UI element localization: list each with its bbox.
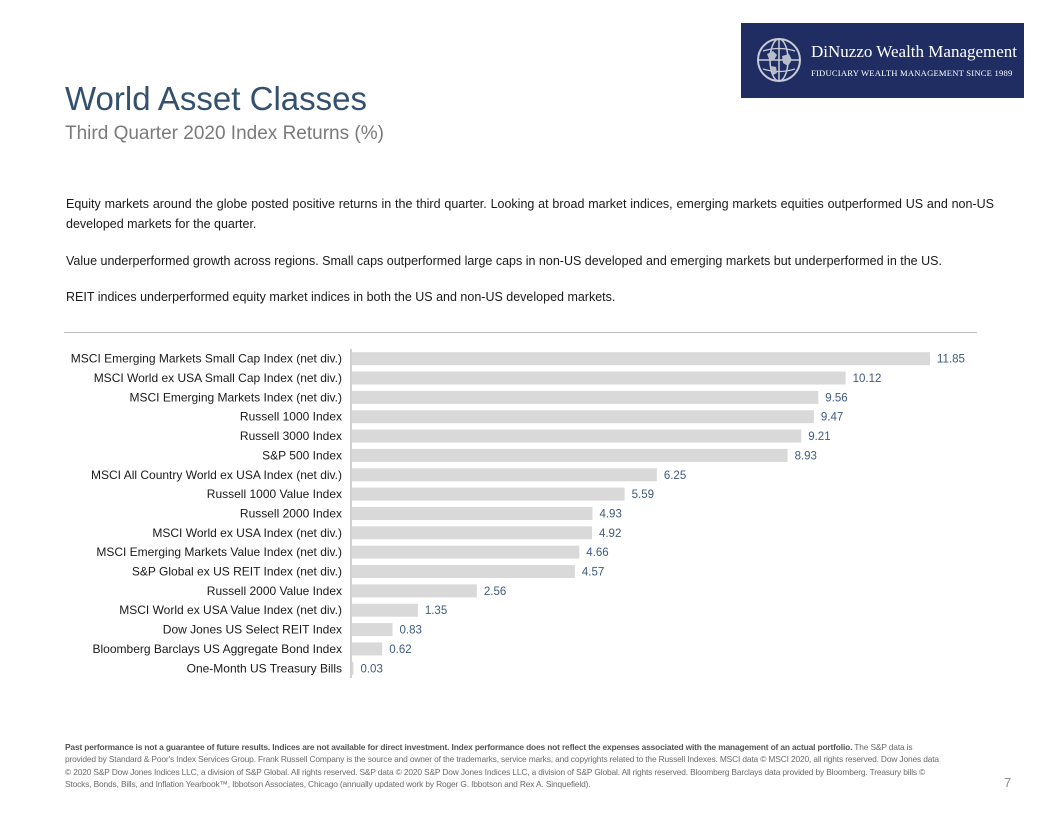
page-title: World Asset Classes: [65, 80, 367, 117]
value-label: 9.21: [808, 431, 830, 443]
category-label: Russell 1000 Value Index: [207, 487, 342, 501]
value-label: 4.93: [599, 508, 621, 520]
logo-company-name: DiNuzzo Wealth Management: [811, 42, 1018, 61]
value-label: 5.59: [632, 489, 654, 501]
bar: [352, 603, 418, 617]
bar: [352, 410, 814, 424]
bar: [352, 390, 819, 404]
value-label: 2.56: [484, 586, 506, 598]
bar: [352, 352, 930, 366]
category-label: Russell 1000 Index: [240, 410, 342, 424]
category-label: MSCI World ex USA Value Index (net div.): [119, 603, 342, 617]
category-label: MSCI All Country World ex USA Index (net…: [91, 468, 342, 482]
page-subtitle: Third Quarter 2020 Index Returns (%): [65, 123, 384, 144]
bar: [352, 487, 625, 501]
category-label: MSCI World ex USA Small Cap Index (net d…: [94, 371, 342, 385]
bar: [352, 584, 477, 598]
category-label: MSCI Emerging Markets Index (net div.): [129, 390, 342, 404]
category-label: Bloomberg Barclays US Aggregate Bond Ind…: [93, 642, 342, 656]
value-label: 10.12: [853, 373, 882, 385]
disclaimer-footer: Past performance is not a guarantee of f…: [65, 741, 940, 790]
category-label: One-Month US Treasury Bills: [187, 661, 342, 675]
value-label: 4.66: [586, 547, 608, 559]
disclaimer-text: The S&P data is provided by Standard & P…: [65, 742, 939, 789]
bar: [352, 371, 846, 385]
category-label: Dow Jones US Select REIT Index: [163, 623, 342, 637]
value-label: 0.83: [399, 625, 421, 637]
bar: [352, 429, 802, 443]
paragraph-value-growth: Value underperformed growth across regio…: [66, 254, 942, 268]
category-label: Russell 2000 Value Index: [207, 584, 342, 598]
logo-tagline: FIDUCIARY WEALTH MANAGEMENT SINCE 1989: [811, 68, 1013, 78]
value-label: 4.92: [599, 528, 621, 540]
company-logo: DiNuzzo Wealth Management FIDUCIARY WEAL…: [741, 23, 1024, 98]
bar: [352, 545, 580, 559]
value-label: 11.85: [937, 354, 965, 366]
category-label: S&P 500 Index: [262, 448, 342, 462]
value-label: 9.56: [825, 392, 847, 404]
category-label: Russell 3000 Index: [240, 429, 342, 443]
bar: [352, 526, 592, 540]
bar: [352, 448, 788, 462]
value-label: 0.62: [389, 644, 411, 656]
value-label: 9.47: [821, 412, 843, 424]
category-label: MSCI World ex USA Index (net div.): [152, 526, 342, 540]
bar: [352, 623, 393, 637]
value-label: 4.57: [582, 567, 604, 579]
bar: [352, 506, 593, 520]
disclaimer-bold: Past performance is not a guarantee of f…: [65, 742, 853, 752]
bar: [352, 642, 383, 656]
paragraph-reit: REIT indices underperformed equity marke…: [66, 290, 616, 304]
category-label: S&P Global ex US REIT Index (net div.): [132, 565, 342, 579]
value-label: 1.35: [425, 605, 447, 617]
page-number: 7: [1004, 775, 1012, 790]
bar: [352, 565, 575, 579]
value-label: 6.25: [664, 470, 686, 482]
category-label: MSCI Emerging Markets Value Index (net d…: [96, 545, 342, 559]
bar: [352, 468, 657, 482]
section-divider: [64, 332, 977, 333]
bar: [352, 661, 354, 675]
category-label: Russell 2000 Index: [240, 506, 342, 520]
globe-icon: [757, 38, 801, 82]
paragraph-equity-markets: Equity markets around the globe posted p…: [66, 197, 994, 231]
value-label: 8.93: [795, 450, 817, 462]
returns-bar-chart: MSCI Emerging Markets Small Cap Index (n…: [71, 349, 965, 678]
category-label: MSCI Emerging Markets Small Cap Index (n…: [71, 352, 342, 366]
value-label: 0.03: [360, 663, 382, 675]
